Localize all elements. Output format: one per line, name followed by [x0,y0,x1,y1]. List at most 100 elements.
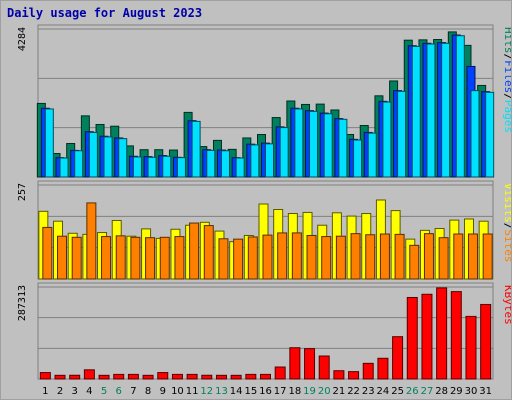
bar-kbytes-day-7 [127,373,139,380]
x-tick-label: 9 [160,386,166,397]
bar-sites-day-23 [365,234,376,280]
bar-pages-day-23 [367,132,377,178]
bar-pages-day-21 [338,118,348,178]
bar-kbytes-day-30 [465,315,477,380]
bar-pages-day-5 [103,136,113,178]
panel-traffic: 287313 KBytes [17,282,511,380]
bar-pages-day-10 [176,157,186,178]
bar-pages-day-8 [147,156,157,178]
bar-sites-day-22 [350,233,361,280]
legend-entry: Hits [502,27,511,54]
bar-pages-day-12 [206,149,216,178]
x-tick-label: 20 [318,386,331,397]
bar-sites-day-30 [467,233,478,280]
panel-visitors: 257 Visits/Sites [17,180,511,280]
bar-kbytes-day-4 [83,369,95,380]
bar-kbytes-day-27 [421,293,433,380]
bar-pages-day-15 [250,144,260,178]
y-max-label: 257 [17,183,28,201]
bar-sites-day-29 [453,233,464,280]
legend-entry: KBytes [502,285,511,325]
legend-entry: Pages [502,100,511,133]
x-tick-label: 26 [406,386,419,397]
x-tick-label: 8 [145,386,151,397]
bar-kbytes-day-15 [245,373,257,380]
bar-sites-day-20 [321,236,332,280]
x-tick-label: 13 [215,386,228,397]
bar-sites-day-12 [203,225,214,280]
bar-sites-day-26 [409,244,420,280]
bar-sites-day-15 [247,236,258,280]
x-tick-label: 27 [421,386,434,397]
bar-sites-day-13 [218,238,229,280]
bar-pages-day-13 [220,150,230,178]
x-tick-label: 21 [333,386,346,397]
x-tick-label: 25 [391,386,404,397]
bar-kbytes-day-3 [69,374,81,380]
bar-sites-day-19 [306,234,317,280]
legend-usage: Hits/Files/Pages [502,27,511,133]
bar-pages-day-25 [397,90,407,178]
bar-pages-day-22 [353,139,363,178]
bar-sites-day-9 [159,236,170,280]
bar-pages-day-2 [59,157,69,178]
bar-kbytes-day-13 [215,374,227,380]
series-kbytes [39,287,492,380]
bar-pages-day-1 [44,108,54,178]
legend-entry: / [502,93,511,100]
bar-kbytes-day-21 [333,370,345,380]
bar-pages-day-31 [485,91,495,178]
bar-pages-day-16 [265,143,274,178]
x-tick-label: 17 [274,386,287,397]
bar-sites-day-18 [291,232,302,280]
bar-kbytes-day-18 [289,347,301,380]
x-tick-label: 16 [259,386,272,397]
bar-pages-day-14 [235,157,245,178]
bar-kbytes-day-9 [157,372,169,380]
x-tick-label: 4 [86,386,92,397]
bar-pages-day-30 [470,90,480,178]
bar-sites-day-6 [115,235,126,280]
bar-kbytes-day-1 [39,372,51,380]
chart-panels: 4284Hits/Files/Pages257Visits/Sites28731… [17,24,511,380]
bar-kbytes-day-8 [142,374,154,380]
bar-sites-day-10 [174,236,185,280]
x-tick-label: 15 [244,386,257,397]
bar-pages-day-18 [294,108,304,178]
x-tick-label: 18 [288,386,301,397]
bar-sites-day-4 [86,202,97,280]
bar-pages-day-7 [132,156,142,178]
bar-pages-day-19 [309,110,319,178]
x-tick-label: 22 [347,386,360,397]
x-tick-label: 24 [377,386,390,397]
legend-visitors: Visits/Sites [502,183,511,263]
bar-sites-day-7 [130,236,141,280]
bar-pages-day-3 [74,150,84,178]
bar-sites-day-5 [101,236,112,280]
bar-sites-day-11 [189,222,200,280]
bar-kbytes-day-31 [480,303,492,380]
legend-entry: Sites [502,229,511,262]
x-tick-label: 29 [450,386,463,397]
x-tick-label: 14 [230,386,243,397]
bar-pages-day-29 [455,35,465,178]
x-tick-label: 11 [186,386,199,397]
x-tick-label: 2 [57,386,63,397]
day-tick-labels: 1 2 3 4 5 6 7 8 9 10 11 12 13 14 15 16 17 18 19 20 21 22 23 24 2… [42,386,492,397]
bar-kbytes-day-11 [186,373,198,380]
bar-pages-day-20 [323,113,333,178]
bar-sites-day-21 [335,235,346,280]
bar-pages-day-4 [88,131,98,178]
bar-sites-day-24 [379,233,390,280]
bar-kbytes-day-10 [171,373,183,380]
bar-kbytes-day-2 [54,374,66,380]
x-tick-label: 12 [200,386,213,397]
bar-pages-day-9 [162,155,172,178]
bar-sites-day-17 [277,232,288,280]
x-tick-label: 6 [116,386,122,397]
bar-kbytes-day-29 [450,291,462,380]
bar-kbytes-day-16 [260,373,271,380]
